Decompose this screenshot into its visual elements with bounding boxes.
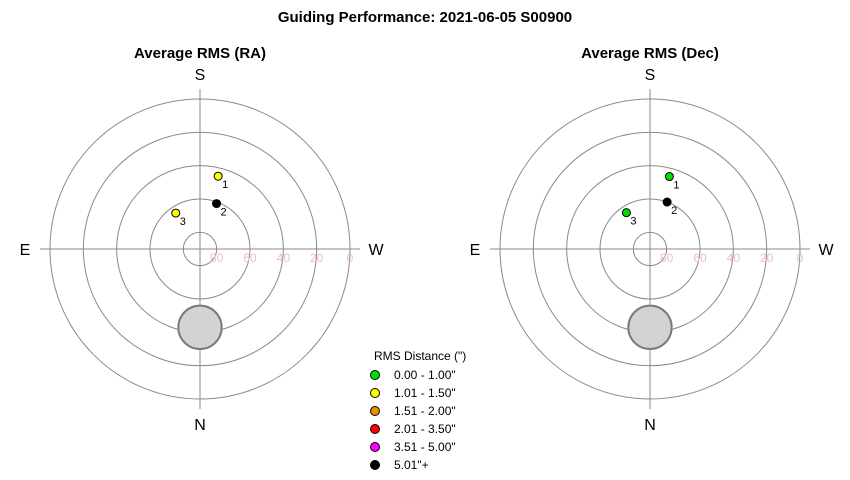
legend: RMS Distance (") 0.00 - 1.00" 1.01 - 1.5… — [360, 349, 466, 474]
legend-swatch — [370, 442, 380, 452]
altitude-tick-label: 0 — [797, 251, 804, 265]
dec-plot-title: Average RMS (Dec) — [581, 45, 719, 62]
data-point-label: 1 — [222, 179, 228, 191]
compass-north: N — [644, 417, 656, 434]
data-point — [662, 197, 672, 207]
legend-label: 1.01 - 1.50" — [394, 386, 456, 400]
compass-south: S — [195, 67, 206, 84]
altitude-tick-label: 40 — [727, 251, 741, 265]
legend-item: 2.01 - 3.50" — [360, 420, 466, 438]
legend-label: 0.00 - 1.00" — [394, 368, 456, 382]
legend-item: 0.00 - 1.00" — [360, 366, 466, 384]
altitude-tick-label: 40 — [277, 251, 291, 265]
altitude-tick-label: 80 — [660, 251, 674, 265]
altitude-tick-label: 60 — [243, 251, 257, 265]
data-point — [212, 199, 222, 209]
compass-west: W — [368, 242, 384, 259]
compass-east: E — [470, 242, 481, 259]
dec-polar-plot: S N E W 80 60 40 20 0 1 2 3 — [470, 67, 835, 434]
altitude-tick-label: 20 — [760, 251, 774, 265]
data-point — [664, 172, 674, 182]
legend-item: 3.51 - 5.00" — [360, 438, 466, 456]
data-point-label: 3 — [630, 216, 636, 228]
data-point-label: 2 — [221, 207, 227, 219]
legend-label: 1.51 - 2.00" — [394, 404, 456, 418]
legend-item: 1.51 - 2.00" — [360, 402, 466, 420]
altitude-tick-label: 60 — [693, 251, 707, 265]
compass-south: S — [645, 67, 656, 84]
legend-label: 2.01 - 3.50" — [394, 422, 456, 436]
chart-title: Guiding Performance: 2021-06-05 S00900 — [277, 9, 573, 26]
compass-east: E — [20, 242, 31, 259]
legend-swatch — [370, 460, 380, 470]
legend-label: 3.51 - 5.00" — [394, 440, 456, 454]
legend-swatch — [370, 424, 380, 434]
moon-disc — [177, 304, 223, 351]
legend-item: 1.01 - 1.50" — [360, 384, 466, 402]
legend-swatch — [370, 388, 380, 398]
legend-swatch — [370, 406, 380, 416]
data-point — [213, 171, 223, 181]
data-point — [171, 208, 181, 218]
legend-swatch — [370, 370, 380, 380]
data-point-label: 2 — [671, 205, 677, 217]
legend-label: 5.01"+ — [394, 458, 429, 472]
data-point-label: 3 — [180, 216, 186, 228]
data-point-label: 1 — [673, 180, 679, 192]
altitude-tick-label: 80 — [210, 251, 224, 265]
compass-north: N — [194, 417, 206, 434]
legend-item: 5.01"+ — [360, 456, 466, 474]
compass-west: W — [818, 242, 834, 259]
ra-plot-title: Average RMS (RA) — [134, 45, 266, 62]
altitude-tick-label: 0 — [347, 251, 354, 265]
legend-title: RMS Distance (") — [374, 349, 467, 363]
ra-polar-plot: S N E W 80 60 40 20 0 1 2 3 — [20, 67, 385, 434]
altitude-tick-label: 20 — [310, 251, 324, 265]
data-point — [621, 208, 631, 218]
moon-disc — [627, 304, 673, 351]
